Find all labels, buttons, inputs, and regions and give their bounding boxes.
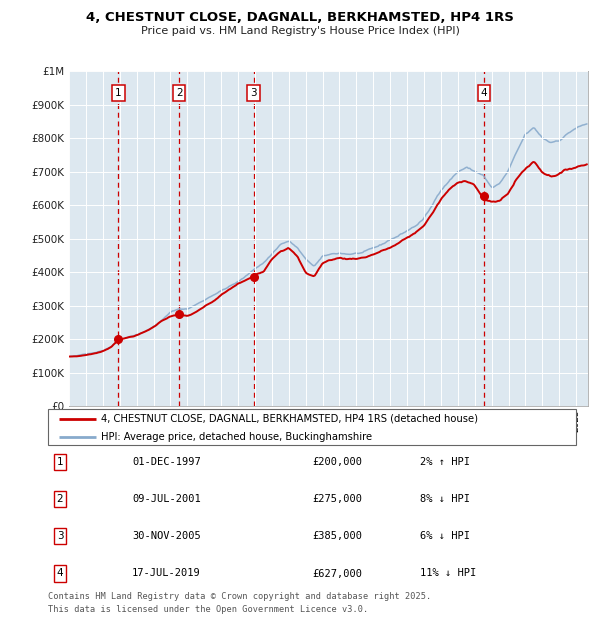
Text: 30-NOV-2005: 30-NOV-2005 xyxy=(132,531,201,541)
Text: 8% ↓ HPI: 8% ↓ HPI xyxy=(420,494,470,504)
Text: 17-JUL-2019: 17-JUL-2019 xyxy=(132,569,201,578)
Text: 4: 4 xyxy=(481,88,487,98)
Text: Price paid vs. HM Land Registry's House Price Index (HPI): Price paid vs. HM Land Registry's House … xyxy=(140,26,460,36)
Text: This data is licensed under the Open Government Licence v3.0.: This data is licensed under the Open Gov… xyxy=(48,604,368,614)
Text: HPI: Average price, detached house, Buckinghamshire: HPI: Average price, detached house, Buck… xyxy=(101,432,372,441)
Text: £385,000: £385,000 xyxy=(312,531,362,541)
Text: 4, CHESTNUT CLOSE, DAGNALL, BERKHAMSTED, HP4 1RS (detached house): 4, CHESTNUT CLOSE, DAGNALL, BERKHAMSTED,… xyxy=(101,414,478,423)
Text: 3: 3 xyxy=(250,88,257,98)
Text: 2: 2 xyxy=(56,494,64,504)
Text: £275,000: £275,000 xyxy=(312,494,362,504)
Text: 4: 4 xyxy=(56,569,64,578)
Text: £627,000: £627,000 xyxy=(312,569,362,578)
Text: 1: 1 xyxy=(56,457,64,467)
Text: 11% ↓ HPI: 11% ↓ HPI xyxy=(420,569,476,578)
Text: £200,000: £200,000 xyxy=(312,457,362,467)
Text: 2: 2 xyxy=(176,88,182,98)
Text: 2% ↑ HPI: 2% ↑ HPI xyxy=(420,457,470,467)
Text: Contains HM Land Registry data © Crown copyright and database right 2025.: Contains HM Land Registry data © Crown c… xyxy=(48,592,431,601)
Text: 09-JUL-2001: 09-JUL-2001 xyxy=(132,494,201,504)
Text: 3: 3 xyxy=(56,531,64,541)
Text: 01-DEC-1997: 01-DEC-1997 xyxy=(132,457,201,467)
FancyBboxPatch shape xyxy=(48,409,576,445)
Text: 1: 1 xyxy=(115,88,122,98)
Text: 4, CHESTNUT CLOSE, DAGNALL, BERKHAMSTED, HP4 1RS: 4, CHESTNUT CLOSE, DAGNALL, BERKHAMSTED,… xyxy=(86,11,514,24)
Text: 6% ↓ HPI: 6% ↓ HPI xyxy=(420,531,470,541)
